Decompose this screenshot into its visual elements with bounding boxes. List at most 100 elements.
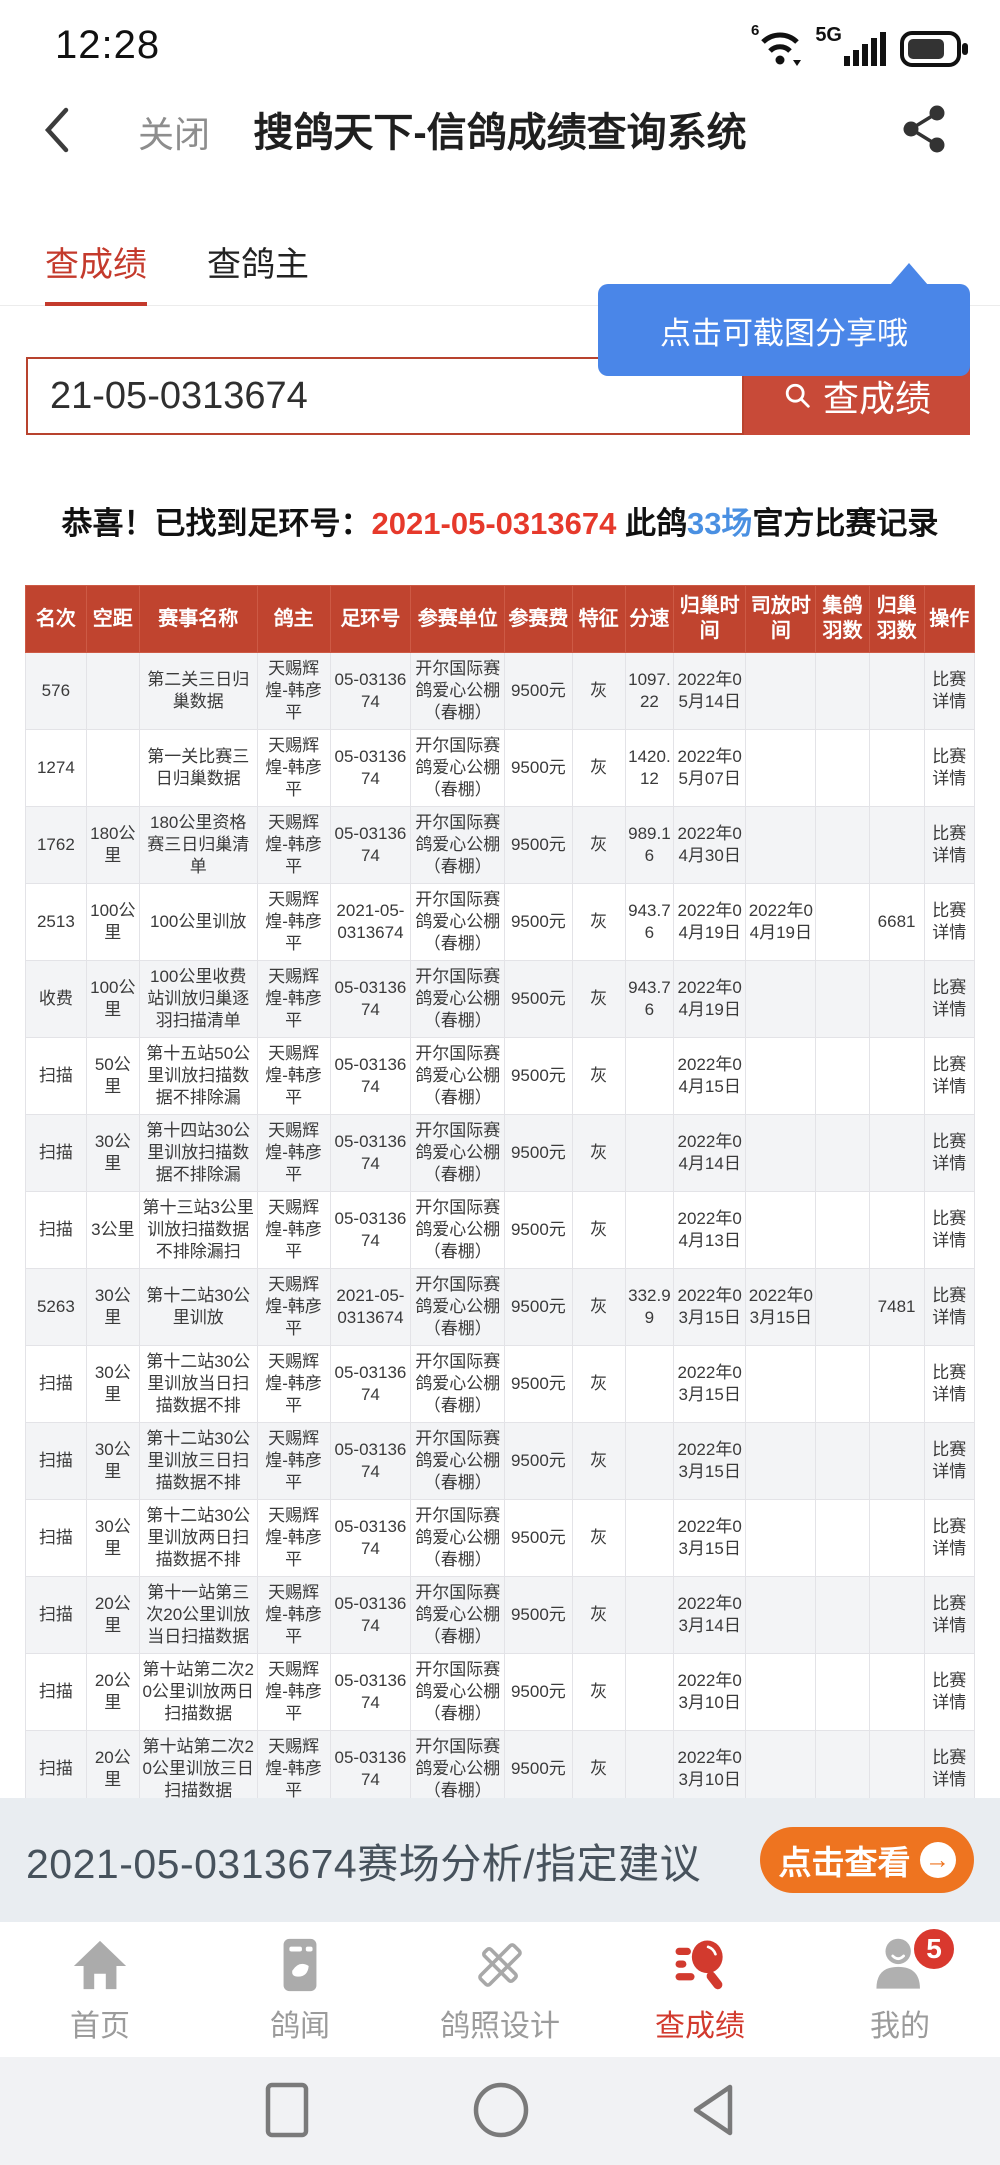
table-cell: 50公里 — [85, 1037, 140, 1115]
table-cell: 第十站第二次20公里训放三日扫描数据 — [138, 1730, 258, 1798]
race-detail-link[interactable]: 比赛详情 — [923, 1191, 975, 1269]
svg-text:6: 6 — [751, 22, 759, 39]
race-detail-link[interactable]: 比赛详情 — [923, 1037, 975, 1115]
nav-home-label: 首页 — [70, 2010, 130, 2043]
race-detail-link[interactable]: 比赛详情 — [923, 729, 975, 807]
table-cell: 9500元 — [504, 729, 573, 807]
table-cell: 1097.22 — [624, 652, 675, 730]
home-button[interactable] — [472, 2081, 530, 2144]
table-cell: 05-0313674 — [329, 806, 412, 884]
table-cell: 天赐辉煌-韩彦平 — [256, 1191, 331, 1269]
table-cell: 灰 — [571, 806, 626, 884]
table-cell: 989.16 — [624, 806, 675, 884]
race-detail-link[interactable]: 比赛详情 — [923, 1345, 975, 1423]
table-cell: 开尔国际赛鸽爱心公棚（春棚） — [410, 1576, 506, 1654]
recents-button[interactable] — [264, 2081, 310, 2144]
table-cell: 20公里 — [85, 1576, 140, 1654]
nav-photo-design[interactable]: 鸽照设计 — [400, 1922, 600, 2057]
table-cell — [815, 1422, 870, 1500]
nav-home[interactable]: 首页 — [0, 1922, 200, 2057]
table-cell: 9500元 — [504, 960, 573, 1038]
table-cell — [624, 1191, 675, 1269]
table-cell: 天赐辉煌-韩彦平 — [256, 1499, 331, 1577]
table-cell: 943.76 — [624, 960, 675, 1038]
header-cell: 操作 — [923, 585, 975, 653]
table-cell: 开尔国际赛鸽爱心公棚（春棚） — [410, 1422, 506, 1500]
table-cell: 灰 — [571, 1422, 626, 1500]
search-icon — [785, 383, 810, 408]
search-button-label: 查成绩 — [822, 378, 931, 419]
table-cell — [85, 652, 140, 730]
race-detail-link[interactable]: 比赛详情 — [923, 806, 975, 884]
table-cell — [815, 1576, 870, 1654]
table-cell: 收费 — [25, 960, 87, 1038]
tab-check-results[interactable]: 查成绩 — [45, 228, 147, 306]
close-label[interactable]: 关闭 — [138, 114, 211, 155]
table-cell: 2022年04月30日 — [673, 806, 747, 884]
nav-news[interactable]: 鸽闻 — [200, 1922, 400, 2057]
table-cell: 开尔国际赛鸽爱心公棚（春棚） — [410, 1345, 506, 1423]
race-detail-link[interactable]: 比赛详情 — [923, 1114, 975, 1192]
result-mid: 此鸽 — [616, 506, 687, 541]
view-analysis-button[interactable]: 点击查看 → — [760, 1827, 974, 1893]
results-table-container[interactable]: 名次 空距 赛事名称 鸽主 足环号 参赛单位 参赛费 特征 分速 归巢时间 司放时间 集鸽羽数 归巢羽数… — [25, 585, 975, 1798]
table-cell: 扫描 — [25, 1037, 87, 1115]
table-cell — [624, 1499, 675, 1577]
table-cell: 开尔国际赛鸽爱心公棚（春棚） — [410, 883, 506, 961]
table-cell — [624, 1037, 675, 1115]
table-cell: 开尔国际赛鸽爱心公棚（春棚） — [410, 1114, 506, 1192]
table-cell: 天赐辉煌-韩彦平 — [256, 806, 331, 884]
table-cell — [868, 1499, 925, 1577]
table-row: 扫描 30公里 第十二站30公里训放两日扫描数据不排 天赐辉煌-韩彦平 05-03136… — [25, 1499, 975, 1577]
race-detail-link[interactable]: 比赛详情 — [923, 1499, 975, 1577]
back-button[interactable] — [686, 2081, 738, 2144]
share-icon[interactable] — [900, 104, 948, 159]
result-ring-number: 2021-05-0313674 — [371, 506, 617, 541]
table-row: 2513 100公里 100公里训放 天赐辉煌-韩彦平 2021-05-0313674 开… — [25, 883, 975, 961]
table-cell — [745, 1114, 817, 1192]
table-cell: 灰 — [571, 1730, 626, 1798]
table-cell: 05-0313674 — [329, 1730, 412, 1798]
header-cell: 分速 — [624, 585, 675, 653]
table-row: 扫描 30公里 第十二站30公里训放当日扫描数据不排 天赐辉煌-韩彦平 05-03136… — [25, 1345, 975, 1423]
share-tooltip[interactable]: 点击可截图分享哦 — [598, 263, 970, 376]
table-cell: 灰 — [571, 960, 626, 1038]
header-cell: 归巢时间 — [673, 585, 747, 653]
table-row: 扫描 3公里 第十三站3公里训放扫描数据不排除漏扫 天赐辉煌-韩彦平 05-031367… — [25, 1191, 975, 1269]
page-title: 搜鸽天下-信鸽成绩查询系统 — [249, 100, 751, 158]
race-detail-link[interactable]: 比赛详情 — [923, 1576, 975, 1654]
table-cell: 第十二站30公里训放两日扫描数据不排 — [138, 1499, 258, 1577]
table-cell: 第十四站30公里训放扫描数据不排除漏 — [138, 1114, 258, 1192]
table-cell — [745, 806, 817, 884]
header-cell: 名次 — [25, 585, 87, 653]
table-cell: 天赐辉煌-韩彦平 — [256, 1345, 331, 1423]
table-cell: 开尔国际赛鸽爱心公棚（春棚） — [410, 1268, 506, 1346]
analysis-banner: 2021-05-0313674赛场分析/指定建议 点击查看 → — [0, 1798, 1000, 1922]
table-cell: 2022年03月15日 — [745, 1268, 817, 1346]
table-cell: 2022年03月10日 — [673, 1730, 747, 1798]
table-cell — [624, 1422, 675, 1500]
race-detail-link[interactable]: 比赛详情 — [923, 960, 975, 1038]
table-cell: 第十一站第三次20公里训放当日扫描数据 — [138, 1576, 258, 1654]
nav-profile[interactable]: 5 我的 — [800, 1922, 1000, 2057]
back-icon[interactable] — [42, 106, 72, 159]
race-detail-link[interactable]: 比赛详情 — [923, 1268, 975, 1346]
table-cell: 943.76 — [624, 883, 675, 961]
table-cell — [815, 1114, 870, 1192]
table-cell — [745, 729, 817, 807]
table-cell: 1762 — [25, 806, 87, 884]
table-cell: 1274 — [25, 729, 87, 807]
race-detail-link[interactable]: 比赛详情 — [923, 883, 975, 961]
nav-check-results[interactable]: 查成绩 — [600, 1922, 800, 2057]
table-cell — [868, 1345, 925, 1423]
table-cell: 2022年05月07日 — [673, 729, 747, 807]
race-detail-link[interactable]: 比赛详情 — [923, 1730, 975, 1798]
table-cell: 9500元 — [504, 1345, 573, 1423]
race-detail-link[interactable]: 比赛详情 — [923, 1422, 975, 1500]
table-cell — [868, 652, 925, 730]
race-detail-link[interactable]: 比赛详情 — [923, 652, 975, 730]
table-cell: 2022年03月15日 — [673, 1345, 747, 1423]
tab-check-owner[interactable]: 查鸽主 — [207, 246, 309, 284]
race-detail-link[interactable]: 比赛详情 — [923, 1653, 975, 1731]
